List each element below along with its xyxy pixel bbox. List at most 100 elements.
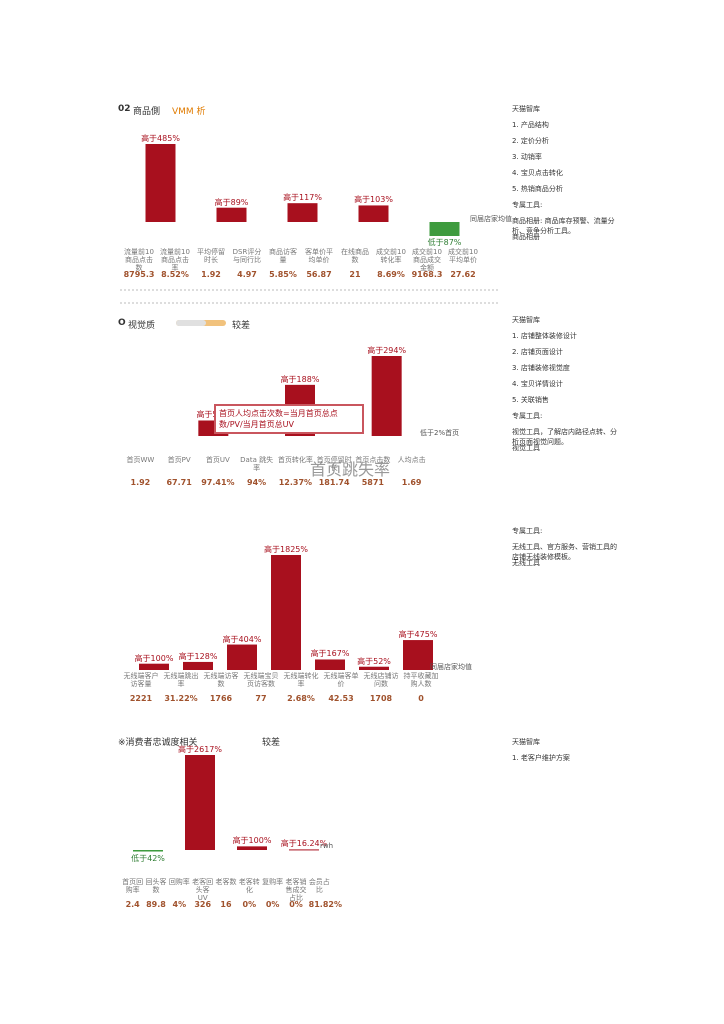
label: 首页跳失率 <box>310 460 391 479</box>
sidebar-text: 2. 定价分析 <box>512 137 549 145</box>
metric-name: 无线店铺访问数 <box>363 672 399 688</box>
metric-name: 商品访客量 <box>269 248 297 264</box>
metric-value: 0% <box>289 900 303 909</box>
metric-value: 4.97 <box>237 270 257 279</box>
bar-label: 高于57% <box>183 409 243 420</box>
bar <box>403 640 433 670</box>
metric-value: 1.69 <box>401 478 422 487</box>
metric-name: 成交前10商品成交金额 <box>412 248 442 272</box>
bar <box>216 207 247 222</box>
header-text: VMM 析 <box>172 107 206 117</box>
metric-name: 首页停留时长 <box>316 456 352 472</box>
metric-name: 首页点击数 <box>355 456 391 464</box>
metric-value: 42.53 <box>328 694 354 703</box>
metric-name: 老客转化 <box>238 878 260 894</box>
metric-value: 0% <box>242 900 257 909</box>
sidebar-text: 4. 宝贝点击转化 <box>512 169 563 177</box>
bar <box>359 666 389 670</box>
metric-name: 人均点击 <box>397 456 426 464</box>
metric-name: 首页PV <box>167 456 191 464</box>
bar-label: 高于128% <box>178 651 218 661</box>
legend-text: rwh <box>320 842 334 850</box>
sidebar-text: 5. 热销商品分析 <box>512 185 563 193</box>
bar-label: 高于16.24% <box>280 839 328 849</box>
header-text: 较差 <box>262 738 281 748</box>
sidebar-text: 天猫智库 <box>512 105 540 113</box>
metric-value: 27.62 <box>450 270 476 279</box>
metric-name: DSR评分与同行比 <box>232 248 262 264</box>
sidebar-text: 4. 宝贝详情设计 <box>512 380 563 388</box>
sidebar-text: 1. 店铺整体装修设计 <box>512 332 577 340</box>
metric-value: 9168.3 <box>411 270 443 279</box>
bar-label: 低于87% <box>427 237 462 247</box>
metric-name: 在线商品数 <box>341 248 369 264</box>
bar-label: 高于188% <box>280 374 320 384</box>
sidebar-text: 天猫智库 <box>512 316 540 324</box>
metric-name: 老客回头客UV <box>192 878 214 902</box>
bar <box>271 555 301 670</box>
sidebar-text: 商品相册 <box>512 233 540 241</box>
bar-label: 高于475% <box>398 630 438 640</box>
sidebar-text: 专属工具: <box>512 527 543 535</box>
bar-label: 高于103% <box>354 195 393 205</box>
metric-name: 老客数 <box>215 878 237 886</box>
metric-name: 无线端客户访客量 <box>123 672 159 688</box>
note: 首页人均点击次数=当月首页总点数/PV/当月首页总UV <box>214 404 364 434</box>
metric-value: 2221 <box>129 694 153 703</box>
metric-name: 首页转化率 <box>277 456 313 464</box>
sidebar-text: 3. 店铺装修视觉度 <box>512 364 570 372</box>
metric-name: 无线端访客数 <box>203 672 239 688</box>
metric-value: 4% <box>172 900 187 909</box>
bar <box>145 144 176 222</box>
metric-value: 181.74 <box>318 478 350 487</box>
metric-value: 67.71 <box>166 478 192 487</box>
bar-label: 高于89% <box>214 197 249 207</box>
header-text: O <box>118 318 126 328</box>
metric-name: 首页回购率 <box>122 878 144 894</box>
metric-name: 老客销售成交占比 <box>285 878 307 902</box>
metric-value: 1708 <box>369 694 393 703</box>
sidebar-text: 无线工具 <box>512 559 540 567</box>
bar <box>358 205 389 222</box>
header-text: 02 <box>118 104 131 114</box>
sidebar-text: 商品相册: 商品库存预警、流量分析、竞争分析工具。 <box>512 217 615 235</box>
bar <box>237 846 267 850</box>
metric-value: 94% <box>247 478 267 487</box>
bar <box>289 849 319 851</box>
metric-name: 无线端转化率 <box>283 672 319 688</box>
metric-name: 无线端宝贝页访客数 <box>243 672 279 688</box>
metric-name: 回购率 <box>168 878 190 886</box>
legend-text: 低于2%首页 <box>420 429 460 437</box>
metric-value: 5871 <box>361 478 384 487</box>
metric-name: 流量前10商品点击数 <box>124 248 154 272</box>
metric-name: 回头客数 <box>145 878 167 894</box>
metric-value: 2.4 <box>125 900 140 909</box>
header-text: 商品側 <box>133 107 161 117</box>
sidebar-text: 1. 老客户维护方案 <box>512 754 570 762</box>
metric-name: 首页WW <box>126 456 155 464</box>
bar-label: 高于117% <box>283 193 322 203</box>
bar <box>133 850 163 852</box>
sidebar-text: 2. 店铺页面设计 <box>512 348 563 356</box>
bar-label: 高于1825% <box>264 545 308 554</box>
metric-value: 21 <box>349 270 361 279</box>
bar-label: 高于100% <box>232 836 272 846</box>
bar-label: 高于485% <box>141 134 180 143</box>
sidebar-text: 天猫智库 <box>512 738 540 746</box>
sidebar-text: 无线工具、官方服务、营销工具的店铺无线装修模板。 <box>512 543 617 561</box>
metric-name: 首页UV <box>205 456 230 464</box>
metric-value: 8795.3 <box>123 270 155 279</box>
metric-value: 97.41% <box>201 478 235 487</box>
metric-name: 成交前10转化率 <box>376 248 406 264</box>
metric-value: 1.92 <box>130 478 151 487</box>
bar-label: 高于294% <box>367 346 407 355</box>
header-text: 较差 <box>232 321 251 331</box>
bar <box>227 644 257 670</box>
metric-name: 持平收藏加购人数 <box>403 672 439 688</box>
sidebar-text: 视觉工具 <box>512 444 540 452</box>
sidebar-text: 专属工具: <box>512 412 543 420</box>
legend-text: 同届店家均值 <box>430 663 472 671</box>
metric-name: 复购率 <box>262 878 284 886</box>
metric-name: 平均停留时长 <box>197 248 225 264</box>
